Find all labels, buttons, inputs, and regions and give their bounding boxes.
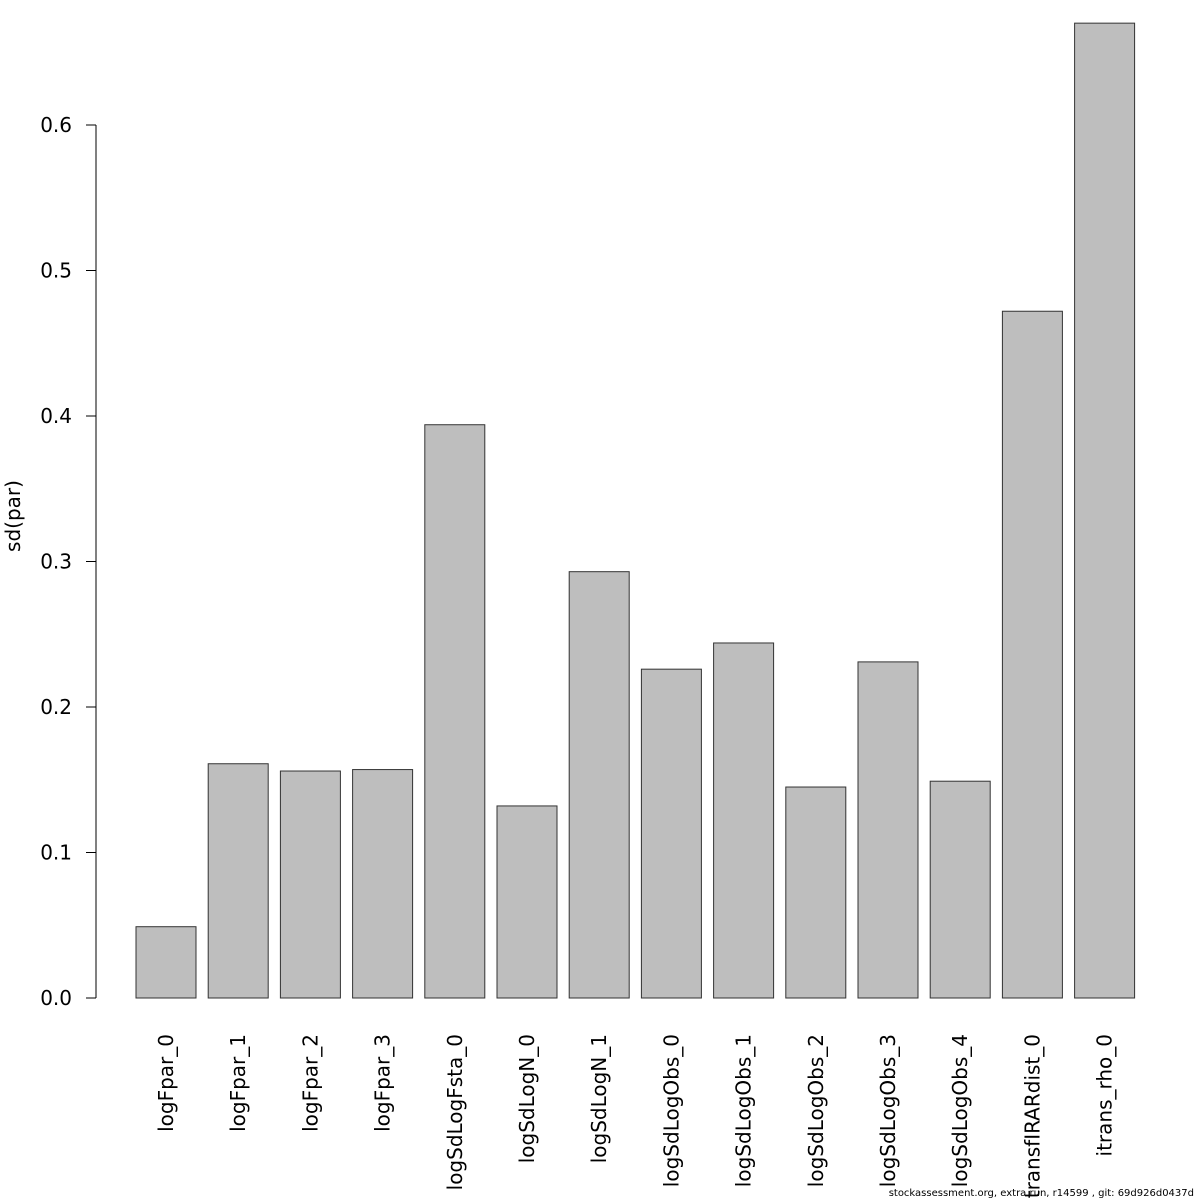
category-label: logSdLogObs_2 (804, 1034, 828, 1187)
category-label: itrans_rho_0 (1093, 1034, 1117, 1156)
category-label: transfIRARdist_0 (1020, 1034, 1044, 1198)
category-label: logSdLogFsta_0 (443, 1034, 467, 1190)
category-label: logFpar_1 (226, 1034, 250, 1132)
bar (640, 668, 702, 999)
bar (352, 769, 414, 999)
category-label: logSdLogN_1 (587, 1034, 611, 1163)
bar (496, 805, 558, 999)
bar (135, 926, 197, 999)
bar (207, 763, 269, 999)
y-tick-label: 0.5 (40, 259, 72, 283)
bar (1001, 310, 1063, 999)
bar (424, 424, 486, 999)
category-label: logFpar_3 (371, 1034, 395, 1132)
y-axis-label: sd(par) (1, 480, 25, 552)
bars (135, 22, 1136, 999)
y-tick-label: 0.2 (40, 695, 72, 719)
category-labels: logFpar_0 logFpar_1 logFpar_2 logFpar_3 logS… (154, 1034, 1117, 1198)
y-axis: 0.0 0.1 0.2 0.3 0.4 0.5 0.6 (40, 113, 97, 1010)
footer-credit: stockassessment.org, extra run, r14599 ,… (888, 1188, 1194, 1199)
category-label: logSdLogN_0 (515, 1034, 539, 1163)
bar (857, 661, 919, 999)
category-label: logSdLogObs_3 (876, 1034, 900, 1187)
bar (785, 786, 847, 999)
bar (279, 770, 341, 999)
bar (929, 780, 991, 999)
y-tick-label: 0.3 (40, 550, 72, 574)
category-label: logSdLogObs_0 (659, 1034, 683, 1187)
category-label: logFpar_0 (154, 1034, 178, 1132)
bar (568, 571, 630, 999)
y-tick-label: 0.6 (40, 113, 72, 137)
y-tick-label: 0.0 (40, 986, 72, 1010)
y-tick-label: 0.4 (40, 404, 72, 428)
category-label: logSdLogObs_4 (948, 1034, 972, 1187)
bar (713, 642, 775, 999)
category-label: logSdLogObs_1 (732, 1034, 756, 1187)
y-tick-label: 0.1 (40, 841, 72, 865)
category-label: logFpar_2 (298, 1034, 322, 1132)
bar (1074, 22, 1136, 999)
